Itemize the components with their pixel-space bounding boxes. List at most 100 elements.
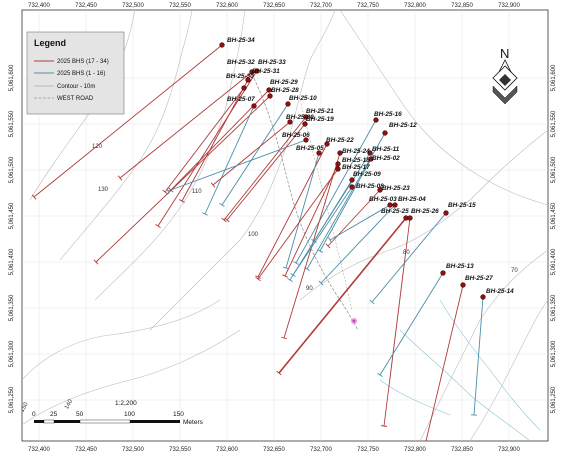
drillhole-trace xyxy=(212,121,291,186)
drillhole-collar[interactable] xyxy=(303,137,309,143)
hole-label: BH-25-12 xyxy=(389,122,417,129)
drillhole-end-tick xyxy=(287,278,293,282)
drillhole-collar[interactable] xyxy=(267,93,273,99)
drillhole-end-tick xyxy=(276,370,282,376)
contour-label-150: 150 xyxy=(20,401,31,413)
y-tick-label-left: 5,061,250 xyxy=(9,386,15,413)
contour-line xyxy=(299,129,548,301)
drillhole-end-tick xyxy=(162,189,168,195)
drillhole-collar[interactable] xyxy=(285,101,291,107)
x-tick-label-bottom: 732,600 xyxy=(216,447,238,453)
drillhole-collar[interactable] xyxy=(251,103,257,109)
drillhole-end-tick xyxy=(282,274,288,278)
hole-label: BH-25-24 xyxy=(342,148,370,155)
x-tick-label-bottom: 732,850 xyxy=(451,447,473,453)
drillhole-collar[interactable] xyxy=(219,42,225,48)
x-tick-label-bottom: 732,500 xyxy=(122,447,144,453)
north-arrow-center xyxy=(499,74,511,86)
x-tick-label-top: 732,800 xyxy=(404,3,426,9)
drillhole-collar[interactable] xyxy=(392,202,398,208)
y-tick-label-right: 5,061,500 xyxy=(551,156,557,183)
drillhole-collar[interactable] xyxy=(440,270,446,276)
scale-bar: 1:2,200 0 25 50 100 150 Meters xyxy=(32,400,204,426)
drillhole-end-tick xyxy=(317,249,323,253)
drillhole-collar[interactable] xyxy=(443,210,449,216)
drillhole-collar[interactable] xyxy=(335,161,341,167)
drillhole-collar[interactable] xyxy=(241,85,247,91)
contour-label-140: 140 xyxy=(64,398,75,410)
drillhole-collar[interactable] xyxy=(266,87,272,93)
drillhole-trace xyxy=(285,152,320,269)
contour-lines xyxy=(22,10,548,441)
drillhole-trace xyxy=(221,103,289,206)
drillhole-trace xyxy=(292,186,353,276)
contour-line xyxy=(339,10,548,206)
x-tick-label-top: 732,600 xyxy=(216,3,238,9)
drillhole-collar[interactable] xyxy=(460,282,466,288)
y-tick-labels: 5,061,600 5,061,600 5,061,550 5,061,550 5,06… xyxy=(9,64,557,413)
drillhole-collar[interactable] xyxy=(316,150,322,156)
drillhole-end-tick xyxy=(280,336,288,340)
drillhole-collar[interactable] xyxy=(480,294,486,300)
x-tick-label-bottom: 732,400 xyxy=(28,447,50,453)
x-tick-label-top: 732,650 xyxy=(263,3,285,9)
hole-label: BH-25-27 xyxy=(465,275,493,282)
y-tick-label-right: 5,061,550 xyxy=(551,110,557,137)
drillhole-collar[interactable] xyxy=(303,114,309,120)
drillhole-collar[interactable] xyxy=(349,177,355,183)
drillhole-collar[interactable] xyxy=(367,150,373,156)
x-tick-label-top: 732,850 xyxy=(451,3,473,9)
drillhole-collar[interactable] xyxy=(254,68,260,74)
drillhole-trace xyxy=(283,152,341,339)
drillhole-trace xyxy=(306,132,386,270)
drillhole-collar[interactable] xyxy=(349,184,355,190)
drillhole-end-tick xyxy=(210,182,216,188)
drillhole-end-tick xyxy=(117,175,123,181)
y-tick-label-right: 5,061,450 xyxy=(551,202,557,229)
contour-label-100: 100 xyxy=(248,232,259,238)
drillhole-collar[interactable] xyxy=(302,121,308,127)
drillhole-collar[interactable] xyxy=(373,117,379,123)
drillhole-collar[interactable] xyxy=(387,202,393,208)
drillhole-collar[interactable] xyxy=(245,77,251,83)
y-tick-label-right: 5,061,600 xyxy=(551,64,557,91)
hole-label: BH-25-15 xyxy=(448,202,476,209)
scale-label-0: 0 xyxy=(32,411,36,418)
hole-label: BH-25-21 xyxy=(306,108,334,115)
y-tick-label-left: 5,061,550 xyxy=(9,110,15,137)
x-tick-labels: 732,400 732,400 732,450 732,450 732,500 732,5… xyxy=(28,3,520,453)
drillhole-trace xyxy=(164,87,245,193)
contour-line xyxy=(419,249,548,441)
x-tick-label-top: 732,450 xyxy=(75,3,97,9)
hole-label: BH-25-05 xyxy=(296,145,324,152)
drillhole-end-tick xyxy=(219,202,225,208)
drillhole-end-tick xyxy=(93,259,99,265)
drillhole-collar[interactable] xyxy=(407,215,413,221)
drillhole-collar[interactable] xyxy=(377,187,383,193)
legend-item-blue: 2025 BHS (1 - 16) xyxy=(57,71,105,77)
hole-label: BH-25-11 xyxy=(372,146,400,153)
drillhole-collar[interactable] xyxy=(249,69,255,75)
drillhole-collar[interactable] xyxy=(368,156,374,162)
drillhole-traces xyxy=(31,44,484,441)
scale-unit: Meters xyxy=(183,419,204,426)
drillhole-collar[interactable] xyxy=(335,166,341,172)
scale-ratio: 1:2,200 xyxy=(115,400,137,407)
drillhole-trace xyxy=(157,70,258,227)
drillhole-trace xyxy=(371,212,447,303)
north-arrow-tail xyxy=(492,85,518,105)
contour-label-90: 90 xyxy=(306,286,313,292)
drillhole-collar[interactable] xyxy=(287,119,293,125)
drillhole-trace xyxy=(167,139,307,192)
hole-label: BH-25-08 xyxy=(356,183,384,190)
drillhole-end-tick xyxy=(290,272,296,278)
drillhole-trace xyxy=(257,168,339,280)
drillhole-collar[interactable] xyxy=(324,141,330,147)
drillhole-end-tick xyxy=(325,243,331,249)
drillhole-trace xyxy=(320,204,396,284)
pink-marker xyxy=(351,318,357,324)
drillhole-collar[interactable] xyxy=(337,150,343,156)
x-tick-label-bottom: 732,800 xyxy=(404,447,426,453)
hole-label: BH-25-06 xyxy=(282,132,310,139)
drillhole-collar[interactable] xyxy=(382,130,388,136)
